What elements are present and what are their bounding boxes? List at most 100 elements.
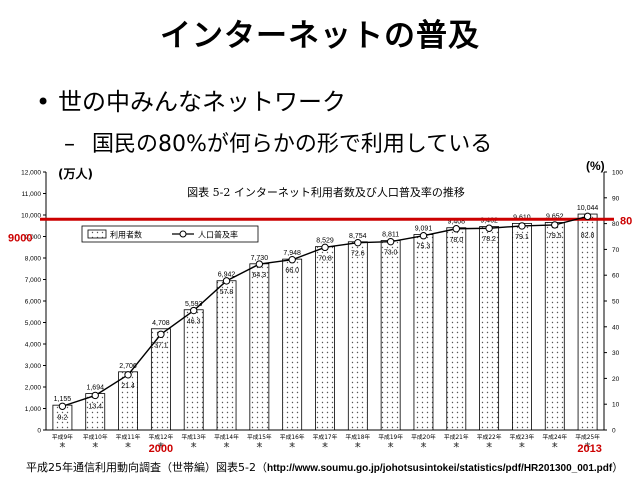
x-tick-label-suffix: 末 [421,441,427,449]
sub-bullet-dash: – [64,132,75,157]
line-value-label: 9.2 [58,414,68,421]
left-tick-label: 5,000 [25,320,42,327]
x-tick-label-suffix: 末 [92,441,98,449]
left-tick-label: 6,000 [25,299,42,306]
bullet-item: • 世の中みんなネットワーク [36,82,346,117]
right-tick-label: 100 [612,170,623,177]
bar [150,328,171,431]
left-tick-label: 11,000 [22,191,42,198]
bar-value-label: 6,942 [218,272,236,279]
line-point [386,237,395,246]
reference-left-label: 9000 [8,232,32,244]
line-point [485,224,493,232]
x-tick-label: 平成24年 [542,433,567,441]
line-point [58,402,67,410]
bar-value-label: 9,408 [448,219,466,226]
sub-bullet-item: – 国民の80%が何らかの形で利用している [64,126,492,158]
line-value-label: 64.3 [253,272,267,279]
line-point [583,212,592,221]
x-tick-label-suffix: 末 [355,441,361,449]
y-axis-label: (万人) [58,166,93,181]
bar-value-label: 9,652 [546,213,564,220]
bar-value-label: 7,948 [283,250,301,257]
x-tick-label-suffix: 末 [552,441,558,449]
bar-value-label: 9,091 [415,226,433,233]
line-point [551,221,559,229]
bar-value-label: 9,462 [480,218,498,225]
x-tick-label: 平成20年 [411,433,436,441]
left-tick-label: 2,000 [25,385,42,392]
right-tick-label: 0 [612,428,616,435]
bar [446,227,467,431]
bar [249,263,270,431]
x-tick-label: 平成23年 [510,433,535,441]
x-tick-label-suffix: 末 [60,441,66,449]
line-value-label: 46.3 [187,319,201,326]
source-citation: 平成25年通信利用動向調査（世帯編）図表5-2（http://www.soumu… [26,459,623,475]
line-value-label: 79.1 [515,234,529,241]
x-tick-label-suffix: 末 [453,441,459,449]
right-tick-label: 80 [612,221,620,228]
x-tick-label: 平成15年 [247,433,272,441]
bar-value-label: 1,694 [86,385,104,392]
line-value-label: 78.2 [482,236,496,243]
left-tick-label: 7,000 [25,277,42,284]
bar [380,240,401,431]
bar [347,241,368,431]
left-tick-label: 0 [37,428,41,435]
right-tick-label: 70 [612,247,620,254]
x-tick-label: 平成19年 [378,433,403,441]
legend-box [81,225,259,243]
bar-value-label: 8,754 [349,233,367,240]
bar [183,309,204,431]
chart-title: 図表 5-2 インターネット利用者数及び人口普及率の推移 [187,185,465,199]
x-tick-label-suffix: 末 [191,441,197,449]
x-tick-label: 平成17年 [313,433,338,441]
bar [512,222,532,431]
x-tick-label-suffix: 末 [256,441,262,449]
x-tick-label: 平成16年 [280,433,305,441]
bar [315,246,335,431]
x-tick-label-suffix: 末 [224,441,230,449]
bar [577,213,598,431]
year-start-label: 2000 [149,443,173,455]
line-point [354,238,362,247]
source-url[interactable]: http://www.soumu.go.jp/johotsusintokei/s… [266,463,613,474]
x-tick-label: 平成9年 [52,433,73,441]
bar [544,222,565,431]
legend-bar-label: 利用者数 [110,230,142,240]
right-tick-label: 10 [612,402,620,409]
line-point [321,243,329,252]
x-tick-label-suffix: 末 [322,441,328,449]
line-point [222,277,231,285]
bullet-text: 世の中みんなネットワーク [58,88,346,116]
left-tick-label: 3,000 [25,363,42,370]
reference-right-label: 80 [620,215,632,227]
line-point [518,222,526,230]
bar [282,258,303,431]
x-tick-label-suffix: 末 [158,441,164,449]
right-tick-label: 90 [612,195,620,202]
line-point [288,256,296,264]
x-tick-label: 平成22年 [477,433,502,441]
legend-line-marker [179,230,187,238]
x-tick-label: 平成11年 [116,433,141,441]
x-tick-label-suffix: 末 [289,441,295,449]
bar-value-label: 4,708 [152,320,170,327]
line-value-label: 75.3 [417,244,431,251]
line-point [91,391,99,400]
year-end-label: 2013 [577,443,601,455]
source-label: 平成25年通信利用動向調査（世帯編）図表5-2（ [26,461,267,474]
x-tick-label: 平成12年 [148,433,173,441]
bar-value-label: 5,593 [185,301,203,308]
line-point [124,371,132,379]
line-point [157,330,165,338]
bar-value-label: 10,044 [577,205,599,212]
line-value-label: 72.6 [351,251,365,258]
x-tick-label: 平成14年 [214,433,239,441]
x-tick-label: 平成13年 [181,433,206,441]
legend-bar-swatch [87,229,107,239]
bar-value-label: 7,730 [251,255,269,262]
y2-axis-label: (%) [586,159,605,173]
